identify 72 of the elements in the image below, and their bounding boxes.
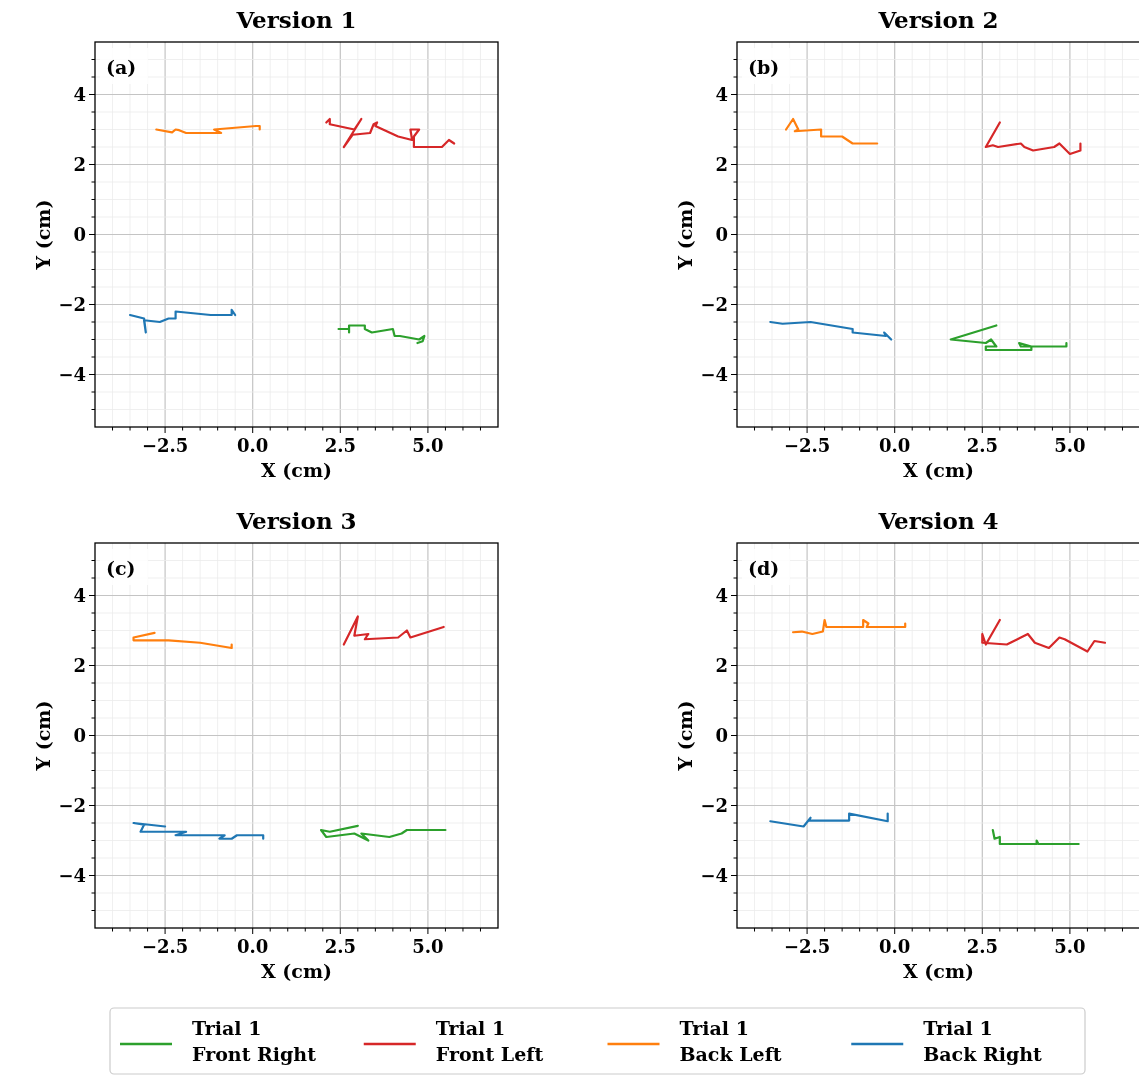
y-tick-label: 0 — [73, 223, 86, 245]
x-axis-title: X (cm) — [260, 459, 333, 481]
x-axis-title: X (cm) — [902, 459, 975, 481]
chart-title: Version 4 — [877, 507, 999, 534]
y-tick-label: 2 — [715, 654, 728, 676]
y-tick-label: 0 — [715, 223, 728, 245]
line-series — [132, 631, 233, 650]
annotation: (d) — [748, 557, 780, 579]
line-series — [132, 821, 265, 840]
x-tick-label: 2.5 — [324, 435, 356, 456]
x-tick-label: 0.0 — [879, 435, 911, 456]
y-tick-label: −2 — [700, 794, 728, 816]
x-tick-label: 2.5 — [966, 435, 998, 456]
line-series — [342, 615, 445, 646]
x-tick-label: 2.5 — [324, 936, 356, 957]
line-series — [769, 320, 893, 341]
y-tick-label: 4 — [715, 584, 728, 606]
legend-label: Trial 1 Front Left — [435, 1017, 544, 1065]
y-tick-label: 2 — [73, 654, 86, 676]
y-tick-label: −4 — [700, 363, 728, 385]
line-series — [769, 812, 889, 828]
y-tick-label: 2 — [715, 153, 728, 175]
line-series — [984, 121, 1082, 156]
y-tick-label: 4 — [715, 83, 728, 105]
legend-label: Trial 1 Back Right — [923, 1017, 1043, 1065]
x-axis-title: X (cm) — [260, 960, 333, 982]
chart-title: Version 2 — [877, 6, 999, 33]
x-tick-label: 0.0 — [237, 435, 269, 456]
y-tick-label: 4 — [73, 584, 86, 606]
y-axis-title: Y (cm) — [674, 199, 696, 271]
chart-title: Version 3 — [235, 507, 357, 534]
y-tick-label: 2 — [73, 153, 86, 175]
x-tick-label: 5.0 — [1054, 435, 1086, 456]
line-series — [155, 124, 261, 135]
annotation: (b) — [748, 56, 780, 78]
x-tick-label: −2.5 — [141, 936, 189, 957]
annotation: (a) — [106, 56, 137, 78]
x-tick-label: 5.0 — [412, 435, 444, 456]
line-series — [784, 117, 879, 145]
annotation: (c) — [106, 557, 136, 579]
line-series — [319, 824, 447, 842]
y-tick-label: 0 — [715, 724, 728, 746]
y-tick-label: −4 — [58, 363, 86, 385]
x-tick-label: −2.5 — [783, 936, 831, 957]
x-tick-label: 2.5 — [966, 936, 998, 957]
y-tick-label: 4 — [73, 83, 86, 105]
y-tick-label: −4 — [700, 864, 728, 886]
y-axis-title: Y (cm) — [674, 700, 696, 772]
line-series — [991, 828, 1080, 846]
x-tick-label: 0.0 — [879, 936, 911, 957]
line-series — [981, 618, 1107, 653]
y-tick-label: −2 — [58, 794, 86, 816]
y-tick-label: 0 — [73, 724, 86, 746]
x-tick-label: 0.0 — [237, 936, 269, 957]
x-tick-label: 5.0 — [412, 936, 444, 957]
legend-label: Trial 1 Front Right — [192, 1017, 317, 1065]
line-series — [325, 117, 456, 149]
x-axis-title: X (cm) — [902, 960, 975, 982]
legend-label: Trial 1 Back Left — [679, 1017, 782, 1065]
y-axis-title: Y (cm) — [32, 700, 54, 772]
y-tick-label: −2 — [58, 293, 86, 315]
x-tick-label: −2.5 — [783, 435, 831, 456]
y-tick-label: −4 — [58, 864, 86, 886]
line-series — [791, 618, 907, 636]
line-series — [337, 324, 426, 345]
line-series — [128, 308, 237, 334]
y-tick-label: −2 — [700, 293, 728, 315]
x-tick-label: 5.0 — [1054, 936, 1086, 957]
line-series — [949, 324, 1068, 352]
y-axis-title: Y (cm) — [32, 199, 54, 271]
x-tick-label: −2.5 — [141, 435, 189, 456]
chart-title: Version 1 — [235, 6, 357, 33]
